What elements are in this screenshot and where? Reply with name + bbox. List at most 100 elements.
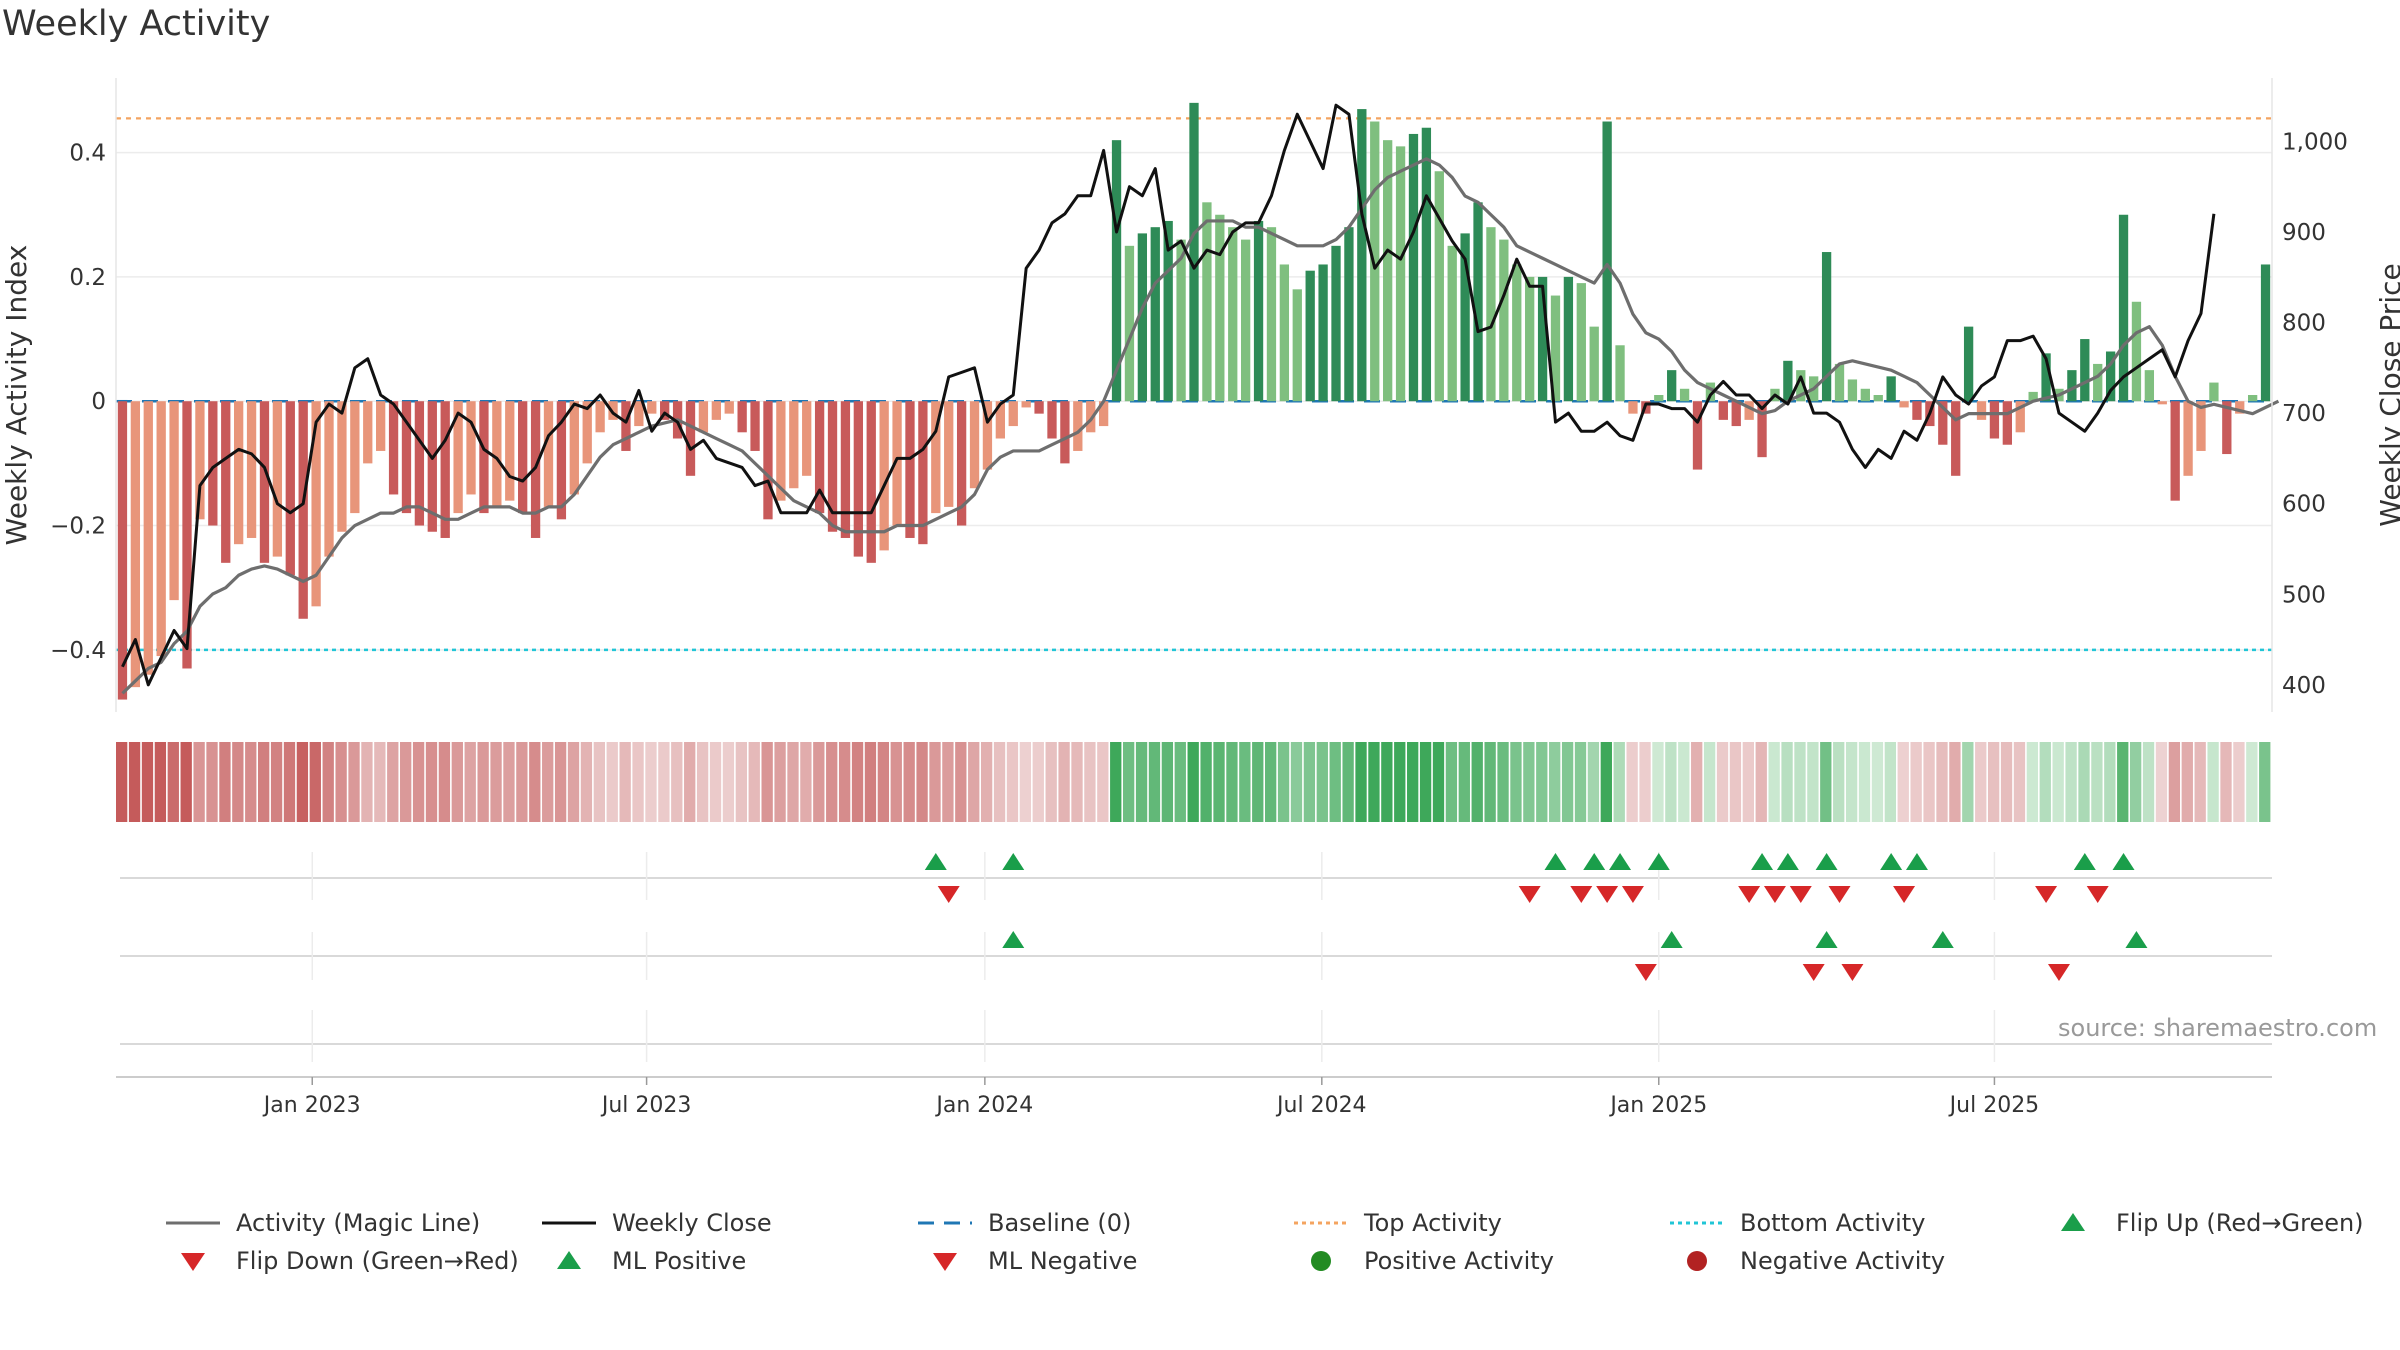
heat-cell [980, 742, 993, 822]
activity-bar [2041, 353, 2051, 402]
activity-bar [1834, 363, 1845, 402]
left-tick-label: 0 [91, 389, 106, 415]
activity-bar [1744, 401, 1754, 420]
activity-bar [2067, 370, 2077, 402]
heat-cell [709, 742, 722, 822]
legend-ml-positive-label: ML Positive [612, 1247, 747, 1275]
heat-cell [1161, 742, 1174, 822]
activity-bar [440, 401, 450, 538]
heat-cell [1122, 742, 1135, 822]
activity-bar [1473, 202, 1483, 402]
activity-bar [1873, 395, 1883, 402]
flip-down-marker [1596, 886, 1619, 903]
heat-cell [1600, 742, 1612, 822]
legend-negative-activity-label: Negative Activity [1740, 1247, 1946, 1275]
heat-cell [2194, 742, 2206, 822]
activity-bar [272, 401, 283, 557]
heat-cell [826, 742, 838, 822]
heat-cell [1316, 742, 1328, 822]
right-tick-label: 900 [2282, 220, 2326, 246]
heat-cell [1084, 742, 1096, 822]
activity-bar [1318, 264, 1328, 402]
legend-flip-up-swatch [2061, 1213, 2085, 1231]
heat-cell [1923, 742, 1935, 822]
activity-bar [143, 401, 153, 675]
heat-cell [309, 742, 321, 822]
heat-cell [2207, 742, 2219, 822]
heat-cell [2052, 742, 2064, 822]
activity-bar [1963, 326, 1974, 402]
heat-cell [748, 742, 760, 822]
heat-cell [1058, 742, 1070, 822]
heat-cell [464, 742, 476, 822]
heat-cell [425, 742, 438, 822]
activity-bar [1086, 401, 1096, 433]
activity-bar [931, 401, 941, 514]
heat-cell [2000, 742, 2013, 822]
heat-cell [1884, 742, 1896, 822]
activity-bar [2247, 395, 2258, 402]
flip-up-marker [1880, 853, 1903, 870]
heat-cell [219, 742, 231, 822]
activity-bar [879, 401, 889, 551]
activity-bar [595, 401, 605, 433]
activity-bar [2196, 401, 2206, 451]
activity-bar [660, 401, 670, 420]
activity-bar [763, 401, 773, 520]
heat-cell [2246, 742, 2258, 822]
activity-bar [1821, 252, 1832, 402]
activity-bar [2183, 401, 2193, 476]
activity-bar [853, 401, 863, 557]
heat-cell [167, 742, 179, 822]
legend-weekly-close-label: Weekly Close [612, 1209, 772, 1237]
activity-bar [2028, 391, 2038, 402]
right-tick-label: 400 [2282, 673, 2326, 699]
flip-down-marker [1621, 886, 1644, 903]
activity-bar [556, 401, 567, 520]
heat-cell [2039, 742, 2051, 822]
heat-cell [1794, 742, 1806, 822]
heat-cell [877, 742, 890, 822]
activity-bar [2260, 264, 2271, 402]
activity-bar [298, 401, 308, 619]
activity-bar [685, 401, 696, 476]
heat-cell [1226, 742, 1238, 822]
magic-line [121, 157, 2280, 695]
activity-bar [169, 401, 179, 601]
activity-bar [1008, 401, 1018, 427]
flip-down-marker [1763, 886, 1786, 903]
flip-down-marker [1518, 886, 1541, 903]
heat-cell [1962, 742, 1974, 822]
legend-positive-activity-swatch [1311, 1251, 1331, 1271]
heat-cell [787, 742, 799, 822]
activity-bar [543, 401, 554, 507]
heat-cell [245, 742, 257, 822]
heat-cell [1097, 742, 1109, 822]
activity-bar [1951, 401, 1961, 476]
heat-cell [1277, 742, 1290, 822]
right-tick-label: 700 [2282, 401, 2326, 427]
heat-cell [1006, 742, 1019, 822]
activity-bar [1408, 133, 1419, 402]
ml-negative-marker [1841, 964, 1864, 981]
activity-bar [1098, 401, 1109, 427]
ml-negative-marker [2047, 964, 2070, 981]
activity-bar [414, 401, 425, 526]
heat-cell [800, 742, 812, 822]
heat-cell [387, 742, 399, 822]
activity-bar [1989, 401, 2000, 439]
left-tick-label: −0.2 [50, 514, 106, 540]
activity-bar [324, 401, 334, 557]
activity-bar [2015, 401, 2025, 433]
heat-cell [348, 742, 360, 822]
heat-cell [2181, 742, 2193, 822]
heat-cell [684, 742, 696, 822]
legend-weekly-close: Weekly Close [536, 1206, 772, 1240]
activity-bar [1796, 370, 1806, 402]
activity-bars [117, 102, 2271, 700]
activity-bar [1240, 239, 1251, 402]
series-lines [121, 103, 2280, 695]
heat-cell [1432, 742, 1445, 822]
heat-cell [645, 742, 657, 822]
heat-cell [838, 742, 851, 822]
